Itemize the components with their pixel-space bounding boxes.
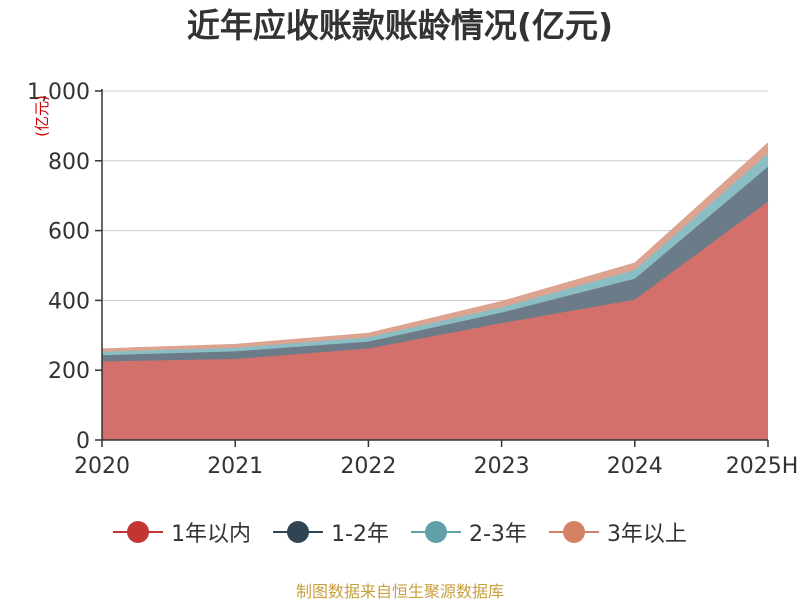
legend-item[interactable]: 1年以内	[113, 516, 251, 548]
legend: 1年以内 1-2年 2-3年 3年以上	[0, 512, 800, 552]
y-tick-label: 1,000	[27, 80, 90, 105]
legend-label: 1-2年	[331, 522, 389, 547]
x-tick-label: 2021	[207, 454, 263, 479]
legend-marker-icon	[273, 521, 324, 543]
y-tick-label: 800	[48, 150, 90, 175]
axes	[95, 89, 769, 447]
legend-label: 1年以内	[171, 522, 252, 547]
y-tick-label: 0	[76, 429, 90, 454]
x-tick-label: 2024	[607, 454, 663, 479]
x-tick-label: 2020	[74, 454, 130, 479]
legend-marker-icon	[411, 521, 461, 543]
source-note: 制图数据来自恒生聚源数据库	[295, 582, 504, 601]
x-tick-label: 2023	[474, 454, 530, 479]
series-line-2	[101, 166, 769, 356]
legend-item[interactable]: 2-3年	[411, 516, 527, 548]
x-tick-label: 2025H	[726, 454, 799, 479]
y-tick-label: 600	[48, 220, 90, 245]
legend-item[interactable]: 3年以上	[548, 516, 687, 548]
area-series-1	[102, 201, 768, 440]
tick-labels: 0 200 400 600 800 1,000 2020 2021 2022 2023 2024 20…	[27, 80, 798, 479]
series-line-4	[101, 142, 769, 350]
legend-label: 2-3年	[469, 522, 527, 547]
y-tick-label: 200	[48, 359, 90, 384]
chart-title: 近年应收账款账龄情况(亿元)	[186, 6, 614, 45]
legend-label: 3年以上	[606, 522, 687, 547]
area-series	[101, 142, 769, 440]
legend-marker-icon	[113, 521, 164, 543]
legend-item[interactable]: 1-2年	[273, 516, 389, 548]
legend-marker-icon	[548, 521, 599, 543]
y-axis-label: (亿元)	[33, 95, 51, 137]
y-tick-label: 400	[48, 289, 90, 314]
chart: 0 200 400 600 800 1,000 2020 2021 2022 2023 2024 20…	[27, 80, 798, 479]
x-tick-label: 2022	[340, 454, 396, 479]
